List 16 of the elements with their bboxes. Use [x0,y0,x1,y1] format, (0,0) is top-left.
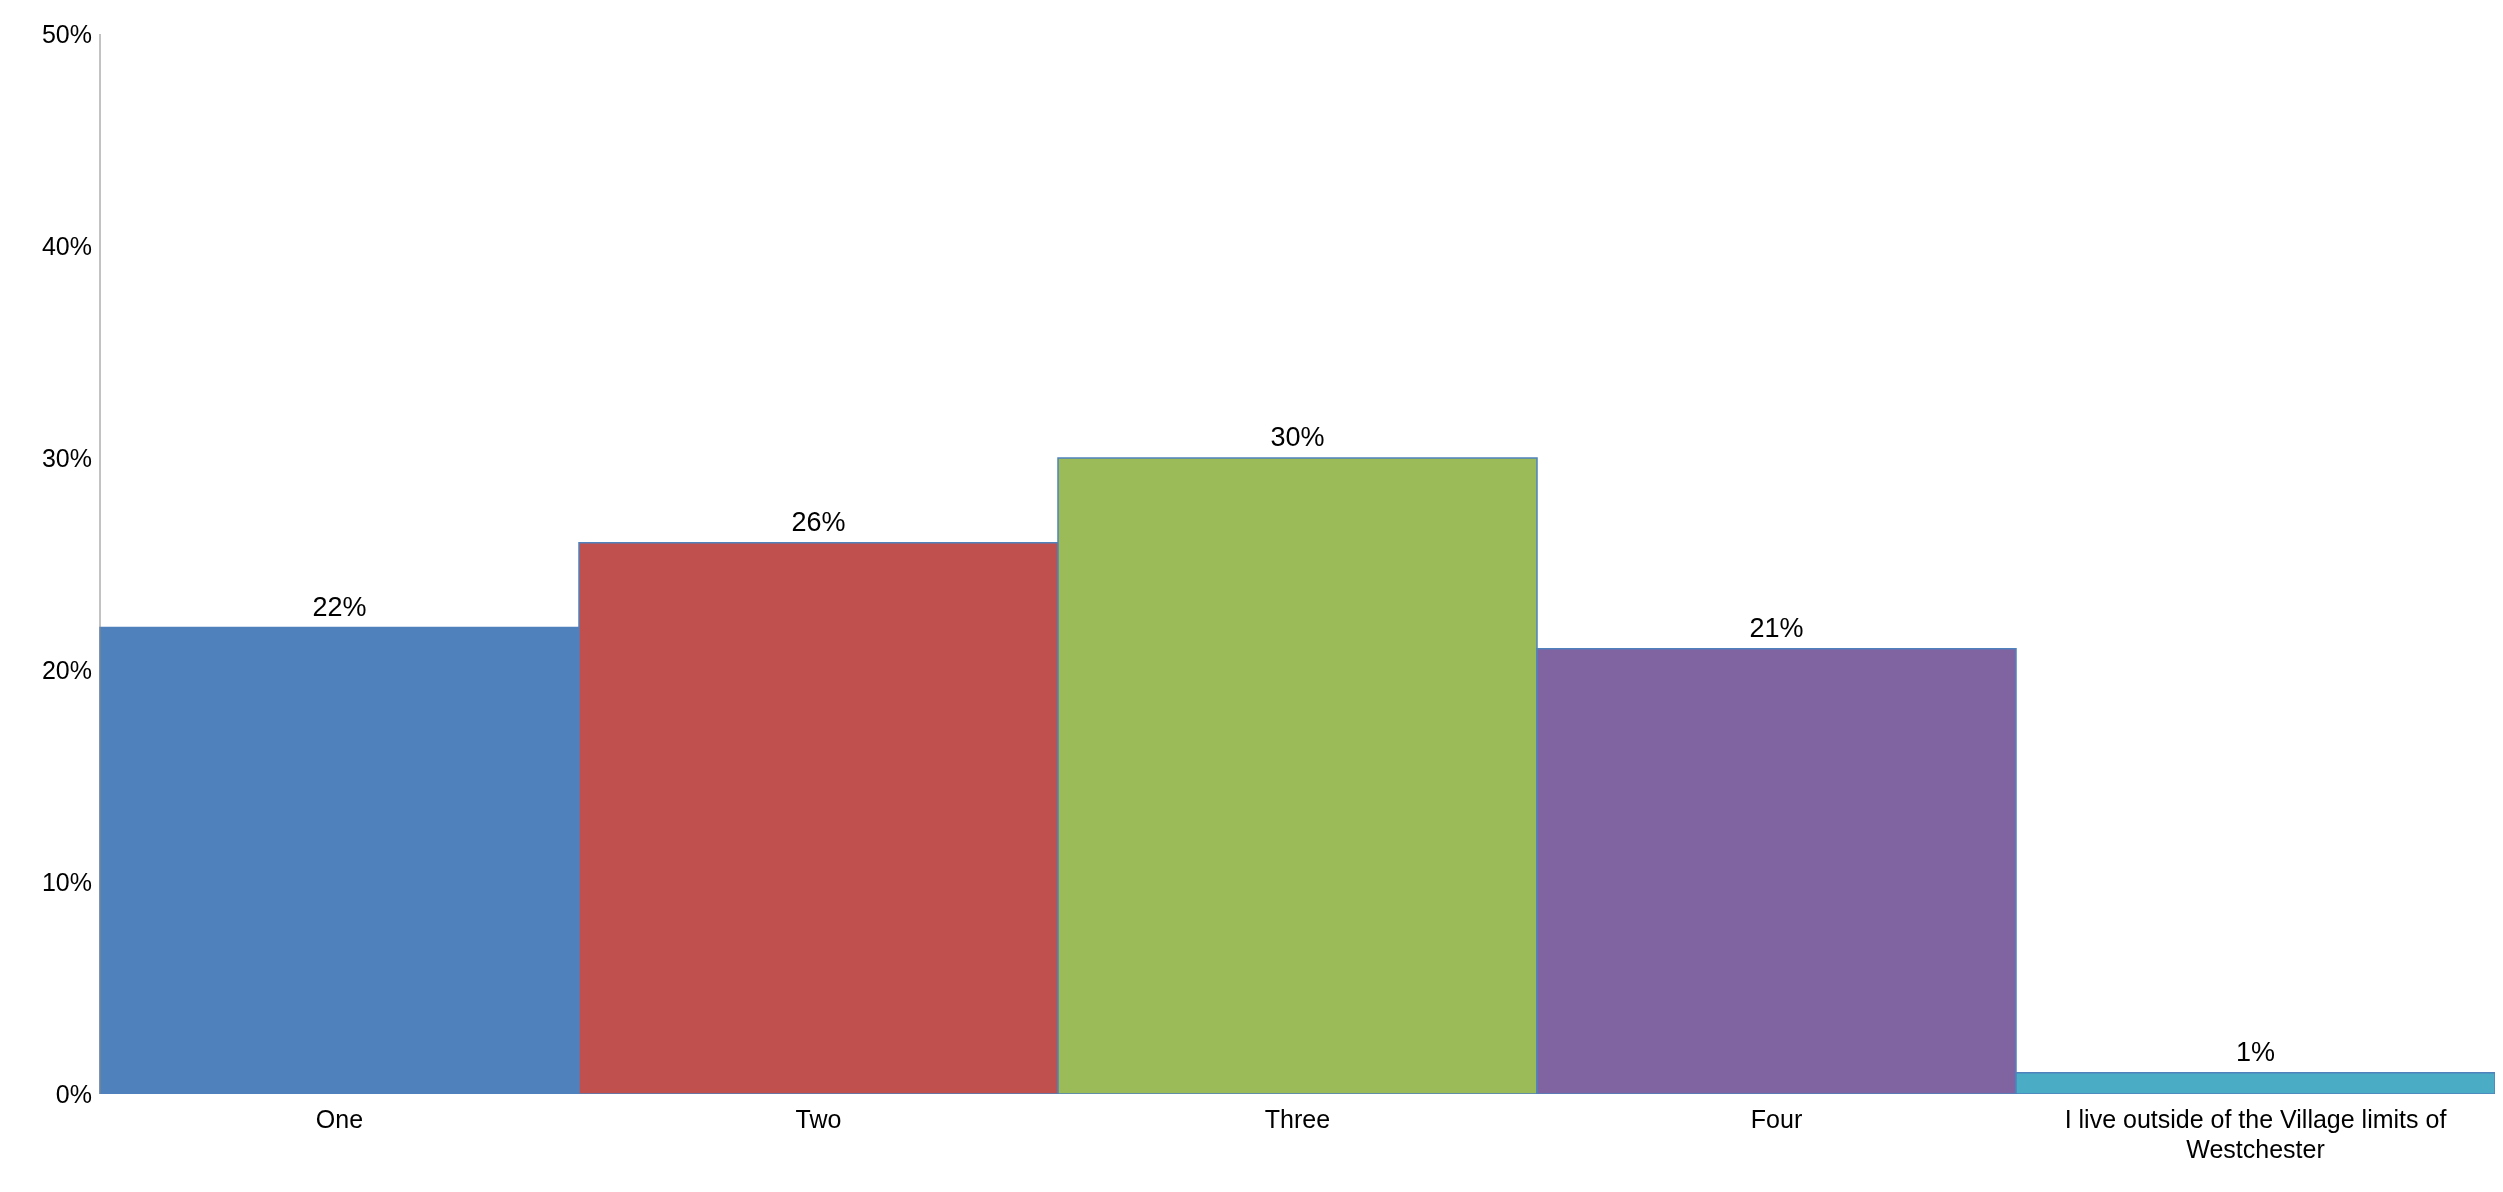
data-label: 26% [791,506,846,537]
x-tick-label: One [315,1105,364,1133]
x-tick-label: Four [1750,1105,1803,1133]
y-tick-label: 40% [41,231,92,260]
x-tick-label: Two [795,1105,842,1133]
data-label: 1% [2235,1036,2276,1067]
y-tick-label: 20% [41,655,92,684]
y-tick-label: 0% [55,1079,92,1108]
y-tick-label: 10% [41,867,92,896]
data-label: 30% [1270,422,1325,452]
y-tick-label: 30% [41,443,92,472]
y-tick-label: 50% [41,19,92,48]
x-tick-label: Three [1264,1105,1331,1133]
data-label: 21% [1749,612,1804,643]
x-tick-label: I live outside of the Village limits of Westchester [2064,1105,2447,1163]
data-label: 22% [312,591,367,622]
